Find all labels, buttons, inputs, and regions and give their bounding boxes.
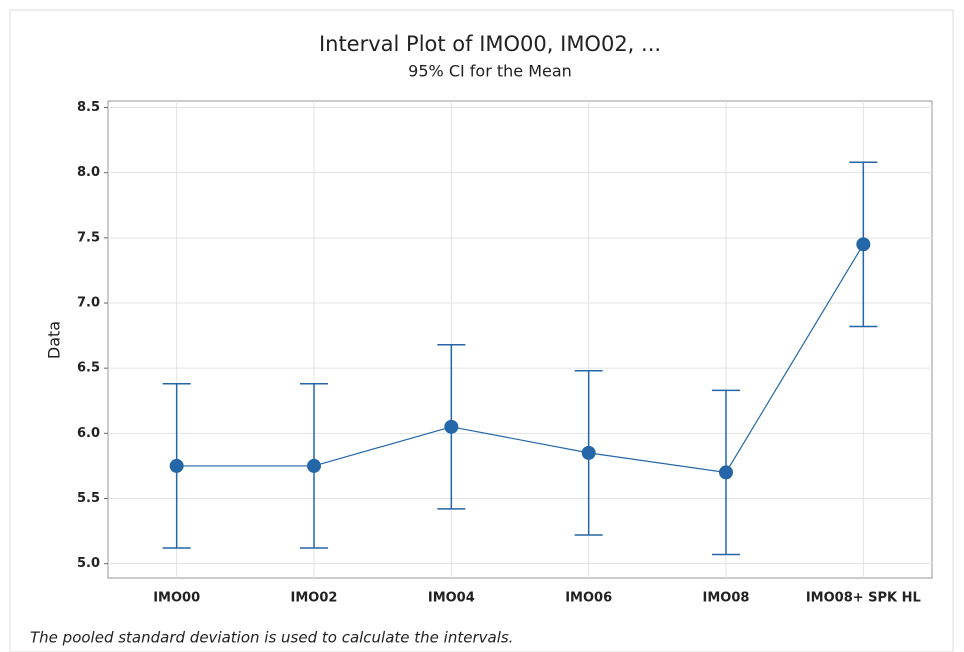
y-tick-label: 8.5 — [77, 100, 100, 115]
footnote: The pooled standard deviation is used to… — [30, 629, 513, 647]
mean-marker — [856, 237, 870, 251]
y-tick-label: 8.0 — [77, 165, 100, 180]
y-tick-label: 6.5 — [77, 361, 100, 376]
x-tick-label: IMO02 — [291, 591, 338, 606]
y-tick-label: 7.0 — [77, 296, 100, 311]
mean-marker — [444, 420, 458, 434]
y-tick-label: 7.5 — [77, 230, 100, 245]
y-tick-label: 6.0 — [77, 426, 100, 441]
x-tick-label: IMO08 — [703, 591, 750, 606]
x-tick-label: IMO06 — [565, 591, 612, 606]
x-tick-label: IMO00 — [153, 591, 200, 606]
chart-title: Interval Plot of IMO00, IMO02, ... — [319, 32, 661, 56]
chart: Interval Plot of IMO00, IMO02, ... 95% C… — [0, 0, 964, 652]
mean-marker — [582, 446, 596, 460]
chart-subtitle: 95% CI for the Mean — [408, 62, 572, 81]
mean-marker — [307, 459, 321, 473]
x-tick-label: IMO08+ SPK HL — [806, 591, 921, 606]
mean-marker — [719, 465, 733, 479]
mean-marker — [170, 459, 184, 473]
x-tick-label: IMO04 — [428, 591, 475, 606]
y-tick-label: 5.0 — [77, 556, 100, 571]
y-axis-label: Data — [45, 321, 64, 359]
y-tick-label: 5.5 — [77, 491, 100, 506]
